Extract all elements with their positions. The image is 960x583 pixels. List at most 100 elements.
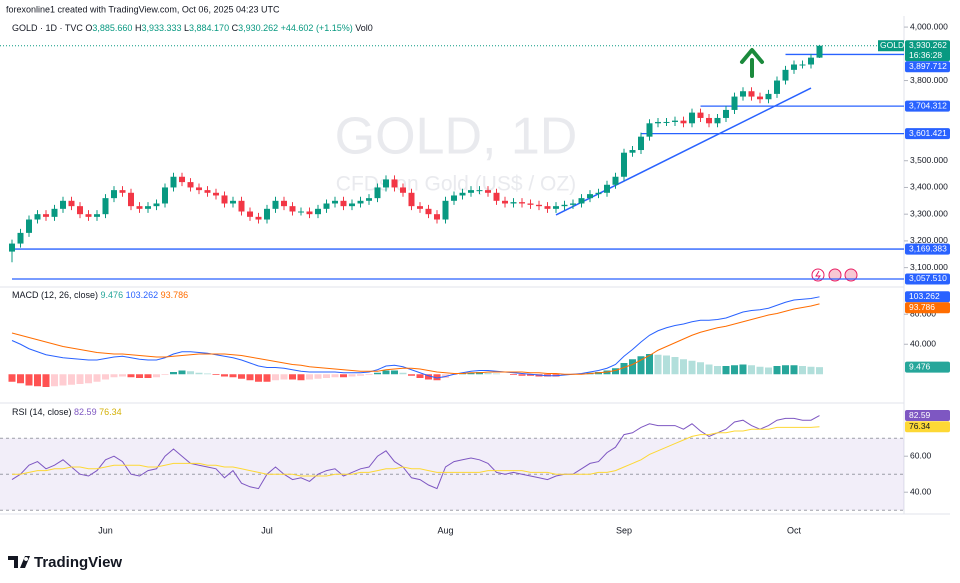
- histogram-bar: [807, 366, 815, 375]
- histogram-bar: [272, 374, 279, 381]
- candle-body: [587, 194, 593, 199]
- event-icon[interactable]: [811, 268, 825, 282]
- candle-body: [570, 203, 576, 205]
- level-tag: 3,897.712: [909, 61, 947, 71]
- candle-body: [765, 93, 772, 100]
- candle-body: [595, 192, 602, 195]
- histogram-bar: [85, 374, 92, 384]
- histogram-bar: [799, 366, 806, 375]
- ohlc-key: C: [232, 23, 239, 33]
- histogram-bar: [748, 365, 755, 375]
- ohlc-value: 3,933.333: [141, 23, 181, 33]
- macd-line: [11, 303, 820, 375]
- histogram-bar: [178, 370, 186, 375]
- histogram-bar: [493, 373, 500, 375]
- histogram-bar: [51, 374, 58, 387]
- x-tick-label: Jul: [261, 525, 273, 535]
- histogram-bar: [467, 372, 475, 375]
- candle-body: [136, 206, 143, 209]
- histogram-bar: [263, 374, 271, 382]
- histogram-bar: [782, 365, 789, 375]
- histogram-bar: [119, 374, 126, 377]
- candle-body: [748, 91, 755, 97]
- candle-body: [731, 96, 738, 110]
- candle-body: [757, 96, 763, 100]
- histogram-bar: [425, 374, 432, 380]
- candle-body: [272, 200, 279, 209]
- ohlc-value: 3,885.660: [92, 23, 132, 33]
- candle-body: [281, 200, 287, 207]
- candle-body: [298, 211, 304, 213]
- candle-body: [808, 57, 814, 65]
- histogram-bar: [484, 372, 492, 375]
- candle-body: [374, 187, 381, 199]
- histogram-bar: [527, 374, 534, 376]
- value-tag: 82.59: [909, 410, 931, 420]
- y-tick-label: 40.00: [910, 486, 932, 496]
- histogram-bar: [195, 372, 203, 375]
- level-tag: 3,601.421: [909, 128, 947, 138]
- watermark-title: GOLD, 1D: [335, 108, 578, 166]
- candle-body: [782, 69, 789, 81]
- candle-body: [434, 214, 440, 220]
- histogram-bar: [187, 371, 194, 375]
- event-icon[interactable]: [844, 268, 858, 282]
- candle-body: [706, 117, 712, 124]
- histogram-bar: [246, 374, 254, 381]
- y-tick-label: 3,400.000: [910, 182, 948, 192]
- histogram-bar: [68, 374, 75, 385]
- histogram-bar: [663, 355, 670, 375]
- histogram-bar: [816, 367, 823, 375]
- candle-body: [238, 200, 245, 212]
- histogram-bar: [773, 366, 781, 375]
- event-icon[interactable]: [828, 268, 842, 282]
- event-icon-glyph: [815, 270, 821, 281]
- candle-body: [612, 176, 619, 185]
- histogram-bar: [365, 374, 373, 375]
- change: +44.602 (+1.15%): [281, 23, 353, 33]
- histogram-bar: [144, 374, 152, 378]
- candle-body: [306, 211, 313, 215]
- histogram-bar: [399, 372, 407, 375]
- candle-body: [128, 192, 134, 207]
- level-tag: 3,704.312: [909, 100, 947, 110]
- y-tick-label: 3,100.000: [910, 262, 948, 272]
- rsi-value: 82.59: [74, 407, 97, 417]
- candle-body: [43, 214, 49, 217]
- candle-body: [332, 200, 338, 204]
- candle-body: [34, 214, 41, 220]
- candle-body: [714, 117, 721, 124]
- histogram-bar: [314, 374, 322, 379]
- histogram-bar: [680, 359, 687, 375]
- y-tick-label: 3,500.000: [910, 155, 948, 165]
- histogram-bar: [93, 374, 101, 382]
- histogram-bar: [331, 374, 339, 378]
- candle-body: [476, 190, 483, 192]
- level-tag-box: [905, 61, 950, 73]
- histogram-bar: [204, 373, 211, 375]
- rsi-ma-value: 76.34: [99, 407, 122, 417]
- histogram-bar: [765, 367, 772, 375]
- candle-body: [527, 203, 534, 205]
- level-tag: 3,057.510: [909, 273, 947, 283]
- price-tag-box: [905, 40, 950, 62]
- candle-body: [655, 121, 661, 124]
- histogram-bar: [289, 374, 296, 380]
- candle-body: [663, 121, 670, 123]
- y-tick-label: 3,300.000: [910, 208, 948, 218]
- rsi-line: [12, 426, 820, 477]
- histogram-bar: [229, 374, 237, 378]
- y-tick-label: 3,200.000: [910, 235, 948, 245]
- candle-body: [774, 80, 780, 94]
- macd-line: [11, 296, 820, 379]
- candle-body: [740, 91, 746, 97]
- histogram-bar: [280, 374, 288, 380]
- value-tag: 93.786: [909, 302, 935, 312]
- histogram-bar: [170, 372, 177, 375]
- level-tag-box: [905, 273, 950, 285]
- candle-body: [85, 214, 92, 217]
- histogram-bar: [102, 374, 109, 380]
- histogram-bar: [340, 374, 347, 378]
